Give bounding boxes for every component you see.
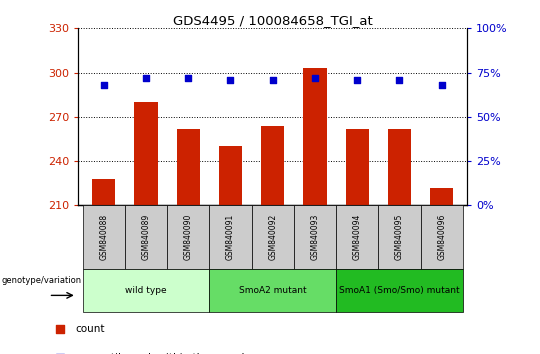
Text: GSM840091: GSM840091: [226, 214, 235, 260]
Point: [184, 75, 192, 81]
Bar: [303, 68, 327, 205]
Point: [99, 82, 108, 88]
Text: GSM840094: GSM840094: [353, 214, 362, 261]
Bar: [379, 205, 421, 269]
Bar: [421, 205, 463, 269]
Text: SmoA2 mutant: SmoA2 mutant: [239, 286, 307, 295]
Text: GSM840089: GSM840089: [141, 214, 151, 260]
Text: GSM840096: GSM840096: [437, 214, 446, 261]
Title: GDS4495 / 100084658_TGI_at: GDS4495 / 100084658_TGI_at: [173, 14, 373, 27]
Point: [395, 77, 404, 82]
Text: GSM840088: GSM840088: [99, 214, 108, 260]
Text: wild type: wild type: [125, 286, 167, 295]
Bar: [346, 129, 369, 205]
Text: GSM840092: GSM840092: [268, 214, 277, 260]
Point: [310, 75, 319, 81]
Bar: [134, 102, 158, 205]
Bar: [336, 269, 463, 312]
Text: count: count: [75, 324, 105, 334]
Point: [226, 77, 235, 82]
Text: GSM840090: GSM840090: [184, 214, 193, 261]
Bar: [177, 129, 200, 205]
Text: genotype/variation: genotype/variation: [2, 276, 82, 285]
Bar: [252, 205, 294, 269]
Point: [353, 77, 362, 82]
Bar: [261, 126, 285, 205]
Text: SmoA1 (Smo/Smo) mutant: SmoA1 (Smo/Smo) mutant: [339, 286, 460, 295]
Text: GSM840095: GSM840095: [395, 214, 404, 261]
Bar: [210, 269, 336, 312]
Text: GSM840093: GSM840093: [310, 214, 320, 261]
Text: percentile rank within the sample: percentile rank within the sample: [75, 353, 251, 354]
Bar: [430, 188, 454, 205]
Bar: [167, 205, 210, 269]
Point: [141, 75, 150, 81]
Bar: [83, 269, 210, 312]
Bar: [219, 146, 242, 205]
Point: [56, 326, 64, 332]
Bar: [294, 205, 336, 269]
Bar: [125, 205, 167, 269]
Point: [437, 82, 446, 88]
Bar: [210, 205, 252, 269]
Bar: [336, 205, 379, 269]
Bar: [83, 205, 125, 269]
Bar: [92, 179, 115, 205]
Bar: [388, 129, 411, 205]
Point: [268, 77, 277, 82]
